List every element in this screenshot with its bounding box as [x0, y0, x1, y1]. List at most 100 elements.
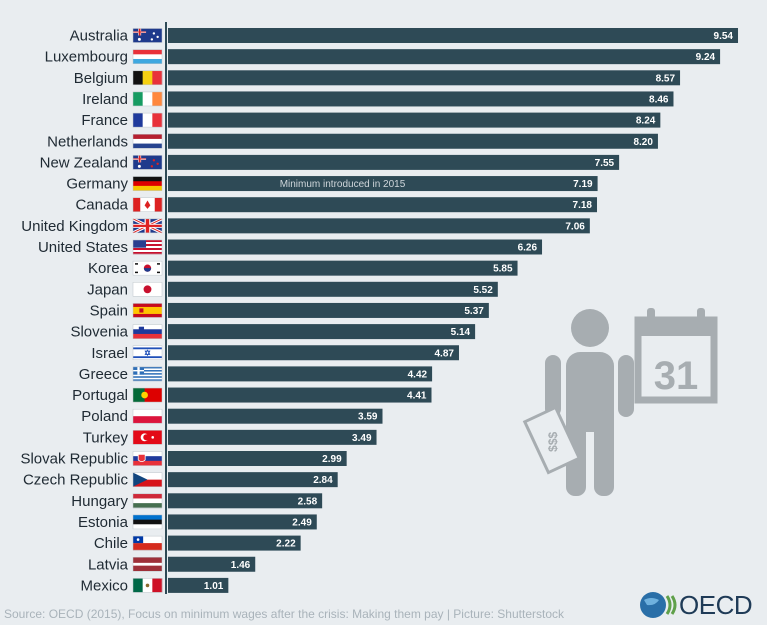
- bar-row-slovak-republic: Slovak Republic 2.99: [20, 451, 347, 468]
- bar-australia: [168, 28, 739, 43]
- new-zealand-flag-icon: [132, 155, 163, 170]
- portugal-flag-icon: [132, 387, 163, 403]
- czech-republic-flag-icon: [132, 472, 163, 487]
- slovenia-flag-icon: [132, 324, 163, 339]
- category-label-spain: Spain: [90, 302, 128, 319]
- value-label-united-kingdom: 7.06: [565, 221, 585, 232]
- category-label-luxembourg: Luxembourg: [45, 49, 128, 66]
- person-icon: [545, 309, 634, 496]
- bar-row-belgium: Belgium 8.57: [74, 70, 681, 87]
- bar-france: [168, 112, 661, 128]
- bar-row-portugal: Portugal 4.41: [72, 387, 432, 404]
- bar-row-chile: Chile 2.22: [94, 535, 301, 552]
- ireland-flag-icon: [132, 91, 163, 107]
- category-label-korea: Korea: [88, 260, 129, 277]
- bar-row-estonia: Estonia 2.49: [78, 514, 317, 531]
- turkey-flag-icon: [132, 430, 163, 445]
- value-label-japan: 5.52: [473, 285, 493, 296]
- australia-flag-icon: [132, 28, 163, 43]
- japan-flag-icon: [132, 282, 163, 297]
- oecd-globe-icon: [640, 592, 677, 618]
- value-label-turkey: 3.49: [352, 433, 372, 444]
- israel-flag-icon: [132, 345, 163, 360]
- bar-latvia: [168, 556, 256, 572]
- source-note: Source: OECD (2015), Focus on minimum wa…: [4, 607, 564, 621]
- bar-row-greece: Greece 4.42: [79, 366, 433, 383]
- bar-row-united-kingdom: United Kingdom 7.06: [21, 217, 590, 235]
- value-label-greece: 4.42: [408, 369, 428, 380]
- bar-row-germany: Germany 7.19: [66, 176, 598, 193]
- value-label-slovenia: 5.14: [451, 327, 471, 338]
- category-label-ireland: Ireland: [82, 91, 128, 108]
- bar-canada: [168, 197, 598, 213]
- category-label-new-zealand: New Zealand: [40, 154, 128, 171]
- category-label-latvia: Latvia: [88, 556, 129, 573]
- slovak-republic-flag-icon: [132, 451, 163, 466]
- bar-row-hungary: Hungary 2.58: [71, 493, 323, 510]
- category-label-israel: Israel: [91, 345, 128, 362]
- belgium-flag-icon: [132, 70, 163, 86]
- bar-portugal: [168, 387, 432, 403]
- mexico-flag-icon: [132, 578, 163, 593]
- category-label-canada: Canada: [75, 197, 128, 214]
- bar-poland: [168, 408, 383, 424]
- value-label-estonia: 2.49: [292, 517, 312, 528]
- money-slip-icon: $$$: [522, 405, 582, 475]
- value-label-new-zealand: 7.55: [595, 158, 615, 169]
- bar-japan: [168, 281, 498, 297]
- calendar-day-text: 31: [654, 354, 699, 398]
- bar-united-kingdom: [168, 218, 590, 234]
- value-label-czech-republic: 2.84: [313, 475, 333, 486]
- category-label-greece: Greece: [79, 366, 128, 383]
- bar-row-netherlands: Netherlands 8.20: [47, 133, 658, 150]
- annotation-germany: Minimum introduced in 2015: [280, 179, 406, 190]
- bar-greece: [168, 366, 433, 382]
- bar-row-japan: Japan 5.52: [87, 281, 498, 298]
- value-label-portugal: 4.41: [407, 391, 427, 402]
- bar-row-luxembourg: Luxembourg 9.24: [45, 49, 721, 66]
- bar-row-australia: Australia 9.54: [70, 28, 739, 45]
- category-label-japan: Japan: [87, 281, 128, 298]
- value-label-united-states: 6.26: [518, 243, 538, 254]
- money-label: $$$: [546, 431, 560, 451]
- bar-turkey: [168, 429, 377, 445]
- bar-new-zealand: [168, 154, 620, 170]
- value-label-ireland: 8.46: [649, 94, 669, 105]
- value-label-australia: 9.54: [714, 31, 734, 42]
- category-label-czech-republic: Czech Republic: [23, 472, 129, 489]
- united-kingdom-flag-icon: [132, 217, 163, 235]
- bar-row-slovenia: Slovenia 5.14: [70, 324, 476, 341]
- bar-row-new-zealand: New Zealand 7.55: [40, 154, 620, 171]
- category-label-mexico: Mexico: [80, 577, 128, 594]
- bar-row-czech-republic: Czech Republic 2.84: [23, 472, 338, 489]
- latvia-flag-icon: [132, 557, 163, 572]
- bar-row-spain: Spain 5.37: [90, 302, 489, 319]
- france-flag-icon: [132, 112, 163, 128]
- value-label-netherlands: 8.20: [633, 137, 653, 148]
- bar-mexico: [168, 577, 229, 593]
- greece-flag-icon: [132, 366, 163, 382]
- category-label-portugal: Portugal: [72, 387, 128, 404]
- value-label-canada: 7.18: [573, 200, 593, 211]
- bar-estonia: [168, 514, 317, 530]
- calendar-icon: 31: [634, 308, 718, 404]
- category-label-australia: Australia: [70, 28, 129, 45]
- bar-netherlands: [168, 133, 658, 149]
- bar-czech-republic: [168, 472, 338, 488]
- luxembourg-flag-icon: [132, 49, 163, 64]
- value-label-chile: 2.22: [276, 539, 296, 550]
- category-label-hungary: Hungary: [71, 493, 128, 510]
- category-label-united-kingdom: United Kingdom: [21, 218, 128, 235]
- bar-slovenia: [168, 324, 476, 340]
- category-label-slovenia: Slovenia: [70, 324, 128, 341]
- value-label-latvia: 1.46: [231, 560, 251, 571]
- bar-row-turkey: Turkey 3.49: [83, 429, 377, 446]
- category-label-belgium: Belgium: [74, 70, 128, 87]
- bar-israel: [168, 345, 459, 361]
- bar-row-mexico: Mexico 1.01: [80, 577, 229, 594]
- bar-belgium: [168, 70, 681, 86]
- poland-flag-icon: [132, 408, 163, 424]
- value-label-korea: 5.85: [493, 264, 513, 275]
- bar-slovak-republic: [168, 451, 347, 466]
